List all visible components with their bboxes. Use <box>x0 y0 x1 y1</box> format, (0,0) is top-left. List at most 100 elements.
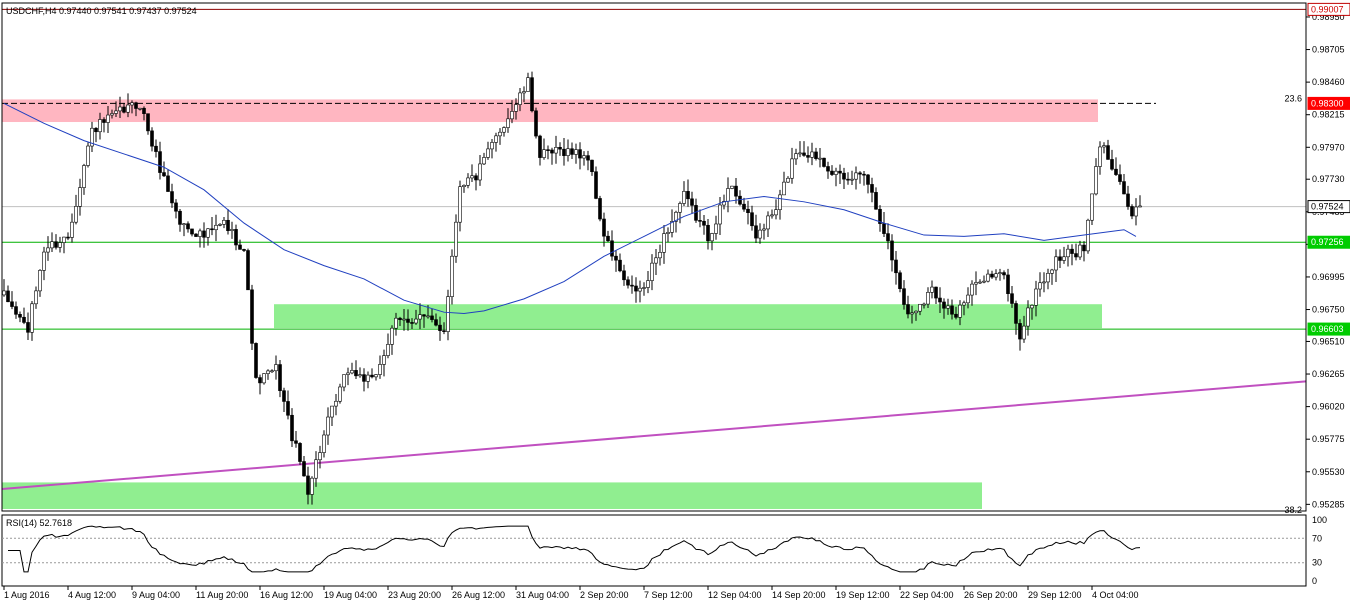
candle-body <box>282 390 286 402</box>
candle-body <box>334 400 338 407</box>
candle-body <box>478 163 482 181</box>
candle-body <box>826 166 830 172</box>
candle-body <box>634 285 638 292</box>
candle-body <box>998 272 1002 275</box>
candle-body <box>42 251 46 271</box>
candle-body <box>578 149 582 159</box>
candle-body <box>626 279 630 286</box>
candle-body <box>22 316 26 323</box>
time-tick-label: 31 Aug 04:00 <box>516 590 569 600</box>
candle-body <box>966 294 970 304</box>
rsi-pane: RSI(14) 52.7618 100 70 30 0 <box>2 515 1327 586</box>
candle-body <box>650 262 654 281</box>
price-tick-label: 0.95775 <box>1312 434 1345 444</box>
price-tick-label: 0.96750 <box>1312 305 1345 315</box>
candle-body <box>530 77 534 112</box>
candle-body <box>386 344 390 356</box>
candle-body <box>1090 193 1094 221</box>
time-tick-label: 2 Sep 20:00 <box>580 590 629 600</box>
candle-body <box>1130 206 1134 217</box>
price-tags-layer: 0.99007 0.98300 0.97524 0.97256 0.96603 <box>1307 2 1350 336</box>
candle-body <box>1074 253 1078 258</box>
candle-body <box>590 159 594 173</box>
candle-body <box>870 184 874 193</box>
candle-body <box>670 221 674 233</box>
candle-body <box>994 273 998 278</box>
candle-body <box>558 147 562 150</box>
candle-body <box>778 194 782 210</box>
candle-body <box>270 370 274 373</box>
candle-body <box>138 107 142 110</box>
candle-body <box>198 230 202 237</box>
time-tick-label: 29 Sep 12:00 <box>1028 590 1082 600</box>
candle-body <box>886 233 890 242</box>
candle-body <box>1010 293 1014 304</box>
candle-body <box>174 202 178 212</box>
candle-body <box>1054 256 1058 271</box>
price-tag-label: 0.98300 <box>1311 98 1344 108</box>
chart-frame <box>1 2 1307 587</box>
candle-body <box>382 355 386 365</box>
candle-body <box>134 102 138 109</box>
candle-body <box>878 208 882 224</box>
candle-body <box>1106 145 1110 160</box>
candle-body <box>798 152 802 155</box>
candle-body <box>754 225 758 239</box>
candle-body <box>642 287 646 289</box>
time-tick-label: 4 Aug 12:00 <box>68 590 116 600</box>
candle-body <box>570 148 574 155</box>
candle-body <box>630 284 634 287</box>
candle-body <box>662 233 666 253</box>
candle-body <box>322 434 326 453</box>
zone-rect <box>2 482 982 510</box>
moving-average-layer <box>3 102 1137 315</box>
candle-body <box>366 374 370 382</box>
candle-body <box>74 206 78 223</box>
candle-body <box>766 215 770 230</box>
candle-body <box>466 177 470 186</box>
candle-body <box>1098 146 1102 167</box>
candle-body <box>50 241 54 249</box>
price-pane-border <box>1 2 1307 512</box>
candle-body <box>1030 305 1034 309</box>
candle-body <box>710 233 714 242</box>
candle-body <box>898 272 902 289</box>
candle-body <box>226 219 230 231</box>
candle-body <box>930 286 934 293</box>
candle-body <box>714 223 718 234</box>
time-tick-label: 12 Sep 04:00 <box>708 590 762 600</box>
candle-body <box>482 157 486 165</box>
candle-body <box>654 257 658 264</box>
price-tick-label: 0.95285 <box>1312 499 1345 509</box>
candle-body <box>682 191 686 204</box>
candle-body <box>974 282 978 285</box>
candle-body <box>1062 256 1066 261</box>
candle-body <box>722 200 726 206</box>
candle-body <box>1026 307 1030 327</box>
candle-body <box>1050 269 1054 274</box>
candle-body <box>978 281 982 284</box>
candle-body <box>266 370 270 374</box>
candle-body <box>326 416 330 436</box>
candle-body <box>546 149 550 151</box>
candle-body <box>726 188 730 202</box>
candle-body <box>506 118 510 128</box>
candle-body <box>1014 303 1018 324</box>
candle-body <box>958 304 962 318</box>
time-tick-label: 11 Aug 20:00 <box>196 590 248 600</box>
candle-body <box>846 178 850 181</box>
candle-body <box>550 149 554 154</box>
candle-body <box>1002 272 1006 276</box>
candle-body <box>70 221 74 238</box>
candle-body <box>790 158 794 179</box>
candle-body <box>38 270 42 292</box>
candle-body <box>10 301 14 307</box>
candle-body <box>342 374 346 388</box>
candle-body <box>46 247 50 253</box>
moving-average-line <box>3 102 1137 315</box>
price-tick-label: 0.96265 <box>1312 369 1345 379</box>
candle-body <box>942 301 946 309</box>
candle-body <box>202 230 206 238</box>
candle-body <box>314 459 318 479</box>
